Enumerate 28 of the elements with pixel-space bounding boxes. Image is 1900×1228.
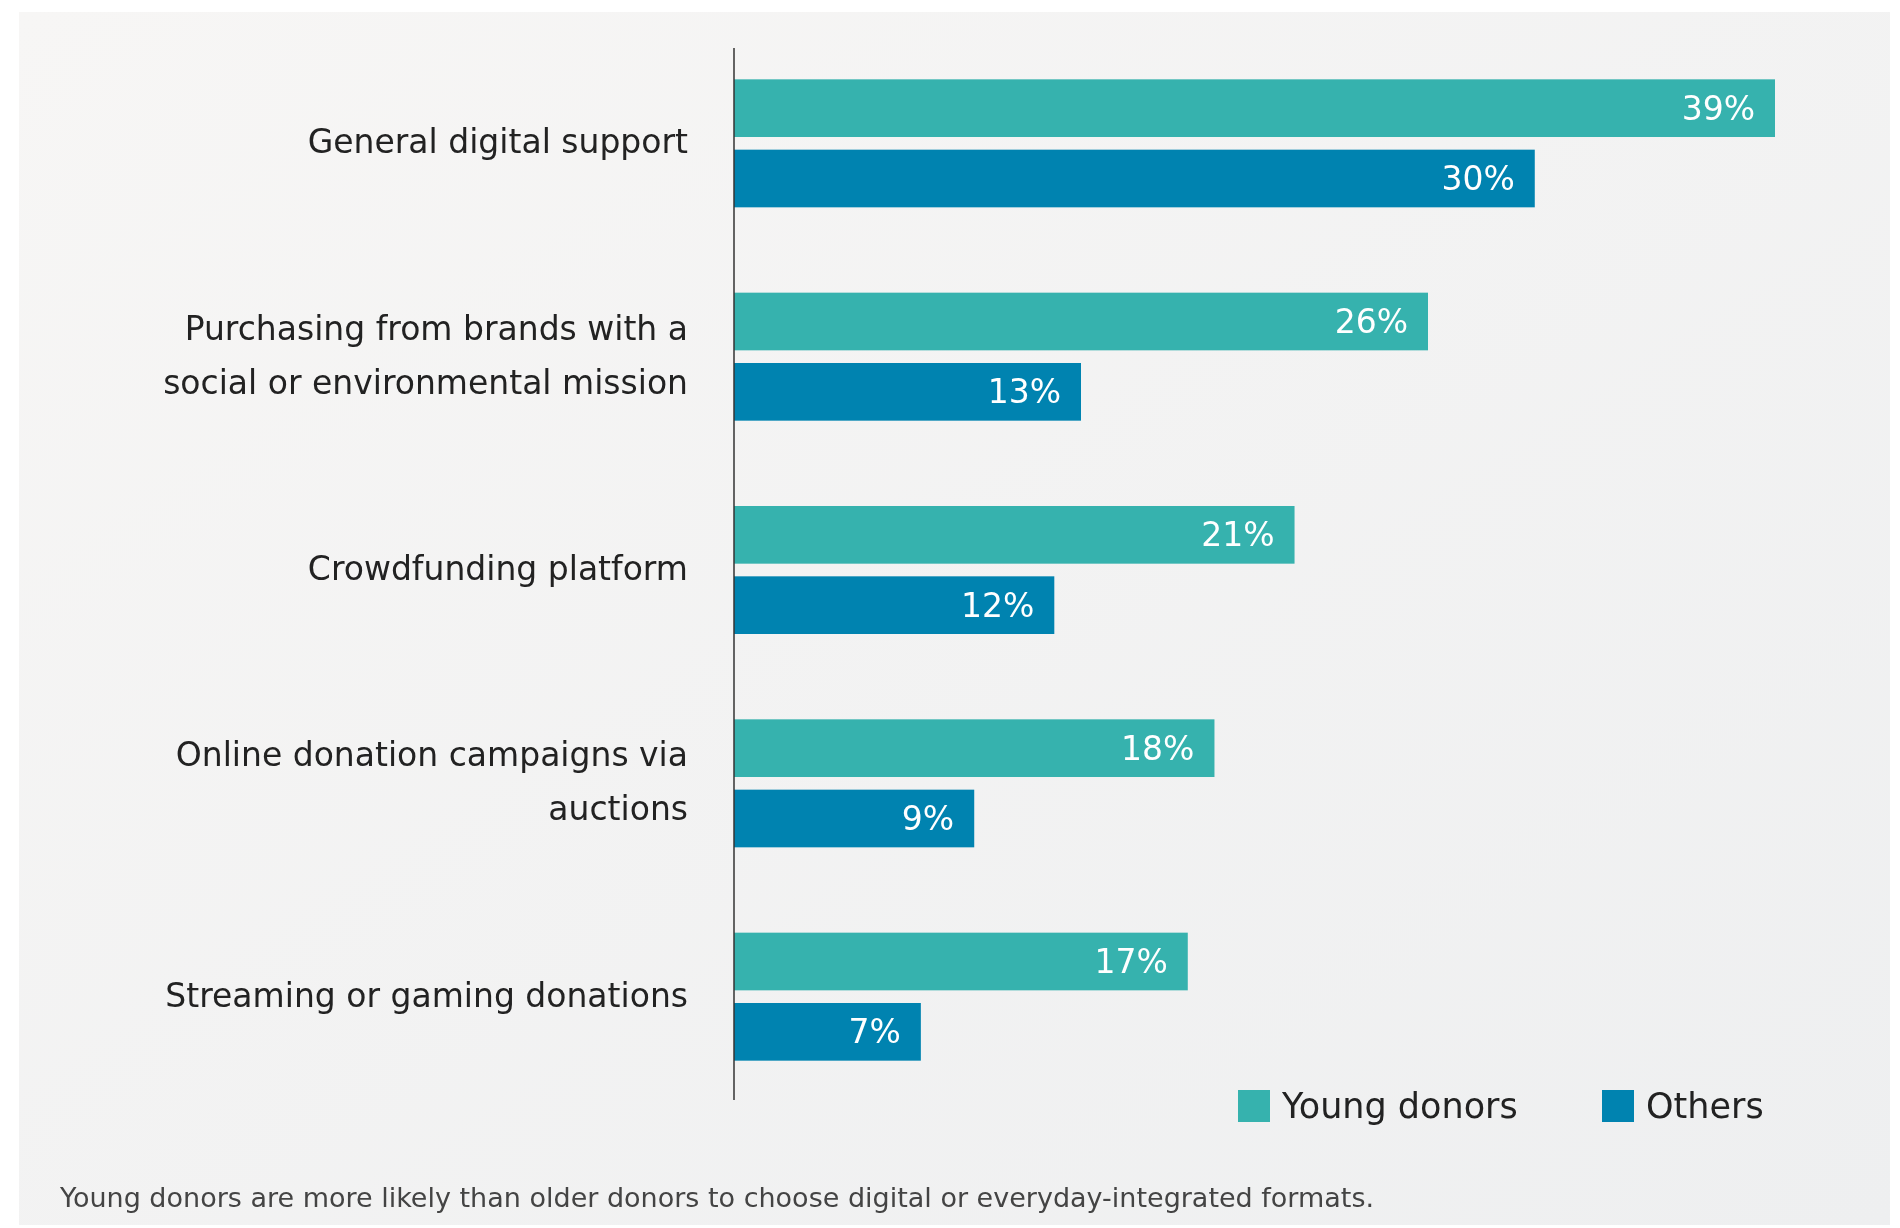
- y-tick-label: Online donation campaigns via auctions: [175, 734, 688, 828]
- bar: [734, 363, 1081, 421]
- bar: [734, 932, 1188, 991]
- data-label: 21%: [1201, 515, 1275, 555]
- data-label: 26%: [1334, 302, 1408, 341]
- data-label: 9%: [901, 799, 955, 838]
- bar: [734, 576, 1055, 634]
- y-tick-label: General digital support: [307, 121, 689, 161]
- bar: [734, 149, 1535, 208]
- bar: [734, 292, 1428, 351]
- data-label: 17%: [1094, 942, 1168, 981]
- legend-label: Others: [1646, 1086, 1764, 1126]
- legend-label: Young donors: [1281, 1086, 1518, 1126]
- bar: [734, 79, 1775, 137]
- y-tick-label: Streaming or gaming donations: [165, 975, 688, 1015]
- bar: [734, 506, 1295, 564]
- data-label: 39%: [1681, 88, 1755, 128]
- y-tick-label: Crowdfunding platform: [307, 548, 688, 588]
- bar: [734, 719, 1215, 777]
- data-label: 30%: [1441, 159, 1515, 198]
- data-label: 18%: [1121, 728, 1195, 768]
- bar: [734, 1003, 921, 1061]
- data-label: 12%: [960, 585, 1035, 625]
- data-label: 7%: [848, 1012, 901, 1052]
- text: Young donors are more likely than older donors to choose digital or everyday-integrated formats.: [59, 1181, 1375, 1213]
- data-label: 13%: [987, 372, 1061, 412]
- y-tick-label: Purchasing from brands with a social or environmental mission: [163, 308, 688, 402]
- bar: [734, 789, 975, 848]
